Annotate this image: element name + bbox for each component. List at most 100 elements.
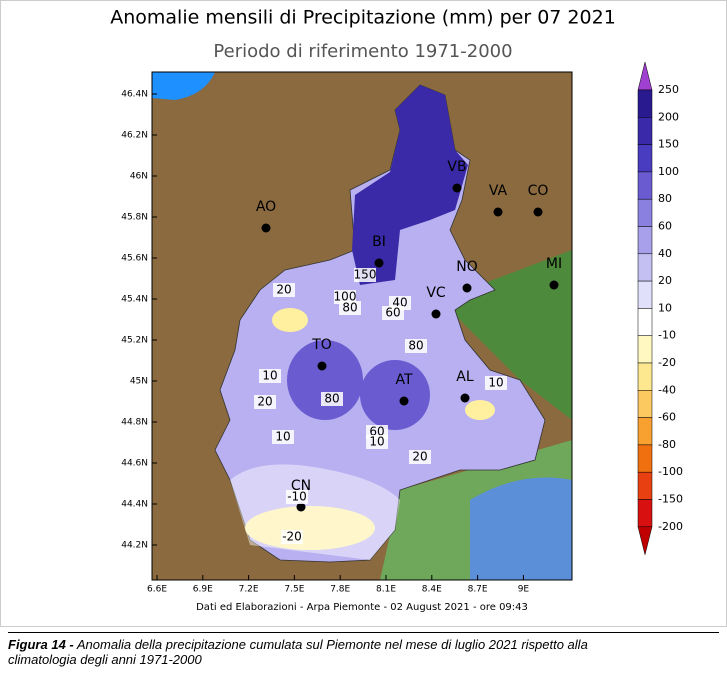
lat-label: 45.8N [121, 213, 148, 223]
legend-swatch [637, 444, 653, 473]
dry-area [230, 464, 400, 560]
contour-label: 20 [257, 395, 272, 409]
legend-swatch [637, 499, 653, 528]
city-dot [431, 309, 441, 319]
contour-label-bg [272, 430, 294, 444]
contour-label-bg [321, 392, 343, 406]
contour-label-bg [259, 369, 281, 383]
legend-label: -40 [658, 383, 676, 396]
legend-swatch [637, 89, 653, 118]
lat-label: 46N [130, 172, 148, 182]
city-dot [460, 393, 470, 403]
legend-label: 250 [658, 83, 679, 96]
city-dot [462, 283, 472, 293]
contour-label: 60 [385, 306, 400, 320]
legend-label: 40 [658, 247, 672, 260]
city-label: MI [546, 256, 562, 272]
lat-label: 46.2N [121, 131, 148, 141]
caption-text: climatologia degli anni 1971-2000 [8, 652, 202, 667]
legend-label: 100 [658, 165, 679, 178]
lat-label: 45.4N [121, 295, 148, 305]
contour-label-bg [334, 290, 356, 304]
city-dot [533, 207, 543, 217]
lake [152, 72, 215, 100]
legend-label: -80 [658, 438, 676, 451]
lon-label: 8.4E [422, 585, 442, 595]
city-dot [493, 207, 503, 217]
lat-label: 45.2N [121, 336, 148, 346]
legend-label: 10 [658, 301, 672, 314]
legend-swatch [637, 171, 653, 200]
contour-label-bg [339, 301, 361, 315]
legend-swatch [637, 526, 653, 555]
lat-label: 44.8N [121, 418, 148, 428]
contour-label-bg [286, 490, 308, 504]
contour-label-bg [485, 376, 507, 390]
contour-label: 150 [354, 268, 377, 282]
city-label: TO [311, 337, 332, 353]
contour-label-bg [409, 450, 431, 464]
contour-label: 10 [488, 376, 503, 390]
lon-label: 7.2E [239, 585, 259, 595]
legend-swatch [637, 471, 653, 500]
city-label: VA [489, 183, 508, 199]
legend-label: -100 [658, 465, 683, 478]
lon-label: 8.7E [468, 585, 488, 595]
city-dot [549, 280, 559, 290]
city-dot [317, 361, 327, 371]
legend-label: 20 [658, 274, 672, 287]
city-dot [399, 396, 409, 406]
legend-swatch [637, 362, 653, 391]
legend-swatch [637, 390, 653, 418]
contour-label: 20 [276, 283, 291, 297]
subtitle: Periodo di riferimento 1971-2000 [213, 41, 512, 62]
caption-line: Figura 14 - Anomalia della precipitazion… [8, 633, 719, 652]
lon-label: 8.1E [376, 585, 396, 595]
lat-label: 44.6N [121, 459, 148, 469]
city-label: VC [426, 285, 446, 301]
dry-area [272, 308, 308, 332]
legend-swatch [637, 117, 653, 145]
dry-area [245, 506, 375, 550]
contour-label: -10 [287, 490, 307, 504]
legend-label: 150 [658, 138, 679, 151]
title: Anomalie mensili di Precipitazione (mm) … [110, 7, 616, 29]
rain-area [352, 85, 468, 285]
legend-label: 200 [658, 110, 679, 123]
legend-label: -20 [658, 356, 676, 369]
contour-label: 80 [324, 392, 339, 406]
lon-label: 6.9E [193, 585, 213, 595]
city-dot [261, 223, 271, 233]
city-label: CO [528, 183, 549, 199]
contour-label: 10 [262, 369, 277, 383]
region [214, 84, 546, 563]
figure: Anomalie mensili di Precipitazione (mm) … [0, 0, 727, 627]
contour-label-bg [366, 435, 388, 449]
legend-swatch [637, 253, 653, 282]
city-label: AO [256, 199, 276, 215]
city-label: BI [372, 234, 386, 250]
map [152, 72, 572, 580]
caption-text: Anomalia della precipitazione cumulata s… [76, 637, 588, 652]
contour-label-bg [405, 339, 427, 353]
legend-swatch [637, 198, 653, 227]
lon-label: 9E [518, 585, 530, 595]
legend-label: -150 [658, 493, 683, 506]
sea [470, 477, 572, 580]
legend-swatch [637, 417, 653, 446]
city-label: AT [395, 372, 412, 388]
contour-label-bg [382, 306, 404, 320]
dry-area [465, 400, 495, 420]
legend-label: -60 [658, 411, 676, 424]
lon-label: 7.8E [330, 585, 350, 595]
contour-label: 100 [334, 290, 357, 304]
rain-area [360, 360, 430, 430]
legend-label: 80 [658, 192, 672, 205]
legend-swatch [637, 280, 653, 309]
lat-label: 46.4N [121, 90, 148, 100]
city-dot [296, 502, 306, 512]
lat-label: 45N [130, 377, 148, 387]
contour-label-bg [254, 395, 276, 409]
legend-swatch [637, 308, 653, 336]
